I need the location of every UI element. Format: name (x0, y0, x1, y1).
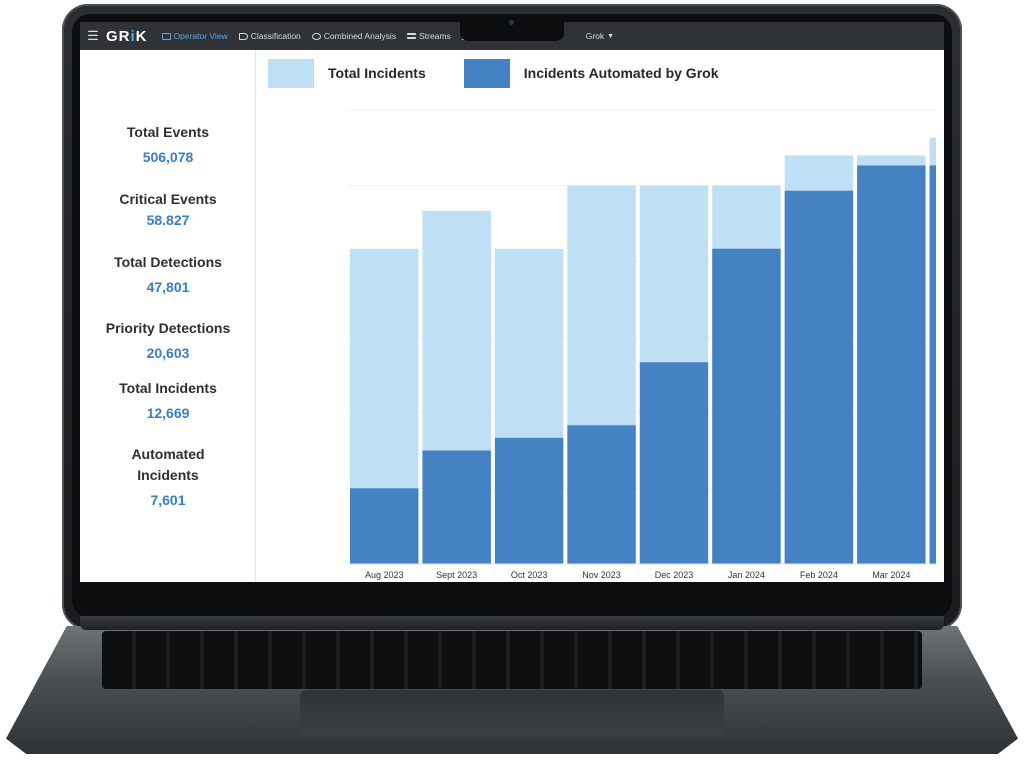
stat-value: 12,669 (146, 405, 190, 421)
bar-automated-incidents[interactable] (567, 425, 636, 564)
incidents-chart: Aug 2023 Sept 2023 Oct 2023 Nov 2023 Dec 202… (266, 50, 936, 582)
nav-streams-label: Streams (419, 31, 451, 41)
x-tick-label: Mar 2024 (872, 570, 910, 580)
camera-notch (460, 14, 564, 41)
chart-plot: Aug 2023 Sept 2023 Oct 2023 Nov 2023 Dec 202… (348, 109, 936, 580)
legend-swatch-total (268, 58, 314, 88)
stat-label: Automated Incidents (131, 446, 205, 483)
stat-label: Total Incidents (119, 380, 217, 396)
stat-value: 7,601 (150, 492, 186, 508)
bar-automated-incidents[interactable] (639, 362, 709, 564)
x-tick-label: Nov 2023 (582, 570, 621, 580)
laptop-hinge (80, 616, 944, 630)
caret-down-icon: ▼ (607, 32, 615, 40)
eye-icon (311, 32, 321, 40)
app-screen: ☰ GRiK Operator View Classification Comb… (80, 22, 944, 582)
stat-label: Total Events (126, 124, 210, 140)
x-tick-label: Aug 2023 (365, 570, 404, 580)
stat-total-incidents: Total Incidents 12,669 (80, 378, 256, 421)
legend-item-total[interactable]: Total Incidents (268, 58, 426, 88)
legend-item-automated[interactable]: Incidents Automated by Grok (463, 58, 719, 88)
bar-automated-incidents[interactable] (494, 437, 564, 564)
tag-icon (238, 32, 248, 40)
keyboard (102, 631, 922, 689)
legend-swatch-automated (463, 58, 510, 88)
chart-legend: Total Incidents Incidents Automated by G… (268, 58, 756, 88)
top-nav-bar: ☰ GRiK Operator View Classification Comb… (80, 22, 944, 50)
camera-icon (509, 20, 514, 25)
stack-icon (407, 33, 417, 39)
nav-combined-analysis-label: Combined Analysis (323, 31, 397, 41)
nav-operator-view-label: Operator View (173, 31, 228, 41)
trackpad (300, 690, 724, 736)
x-tick-label: Oct 2023 (511, 570, 548, 580)
nav-operator-view[interactable]: Operator View (161, 31, 228, 41)
x-tick-label: Dec 2023 (655, 570, 694, 580)
x-tick-label: Feb 2024 (800, 570, 838, 580)
stat-value: 58.827 (146, 212, 190, 228)
nav-classification[interactable]: Classification (238, 31, 301, 41)
user-menu[interactable]: Grok ▼ (586, 31, 614, 41)
stat-label: Priority Detections (105, 320, 231, 336)
bar-automated-incidents[interactable] (712, 248, 781, 564)
bar-automated-incidents[interactable] (857, 165, 926, 564)
bar-automated-incidents[interactable] (350, 488, 419, 564)
stat-priority-detections: Priority Detections 20,603 (80, 318, 256, 361)
stat-value: 506,078 (142, 149, 194, 165)
bar-automated-incidents[interactable] (929, 165, 936, 564)
menu-icon[interactable]: ☰ (87, 28, 99, 43)
stat-total-events: Total Events 506,078 (80, 122, 256, 165)
x-tick-label: Jan 2024 (728, 570, 765, 580)
nav-combined-analysis[interactable]: Combined Analysis (311, 31, 397, 41)
x-tick-label: Sept 2023 (436, 570, 477, 580)
monitor-icon (161, 32, 171, 40)
bar-automated-incidents[interactable] (784, 190, 854, 564)
bar-automated-incidents[interactable] (422, 450, 491, 565)
user-menu-label: Grok (585, 31, 605, 41)
legend-label-total: Total Incidents (328, 65, 426, 81)
legend-label-automated: Incidents Automated by Grok (523, 65, 719, 81)
nav-streams[interactable]: Streams (407, 31, 451, 41)
grok-logo[interactable]: GRiK (106, 27, 148, 45)
stat-label: Critical Events (119, 191, 217, 207)
stat-value: 47,801 (146, 279, 190, 295)
stat-total-detections: Total Detections 47,801 (80, 252, 256, 295)
nav-classification-label: Classification (250, 31, 301, 41)
stat-critical-events: Critical Events 58.827 (80, 189, 256, 228)
stat-automated-incidents: Automated Incidents 7,601 (80, 444, 256, 508)
stat-label: Total Detections (114, 254, 222, 270)
stats-panel: Total Events 506,078 Critical Events 58.… (80, 50, 256, 582)
stat-value: 20,603 (146, 345, 190, 361)
